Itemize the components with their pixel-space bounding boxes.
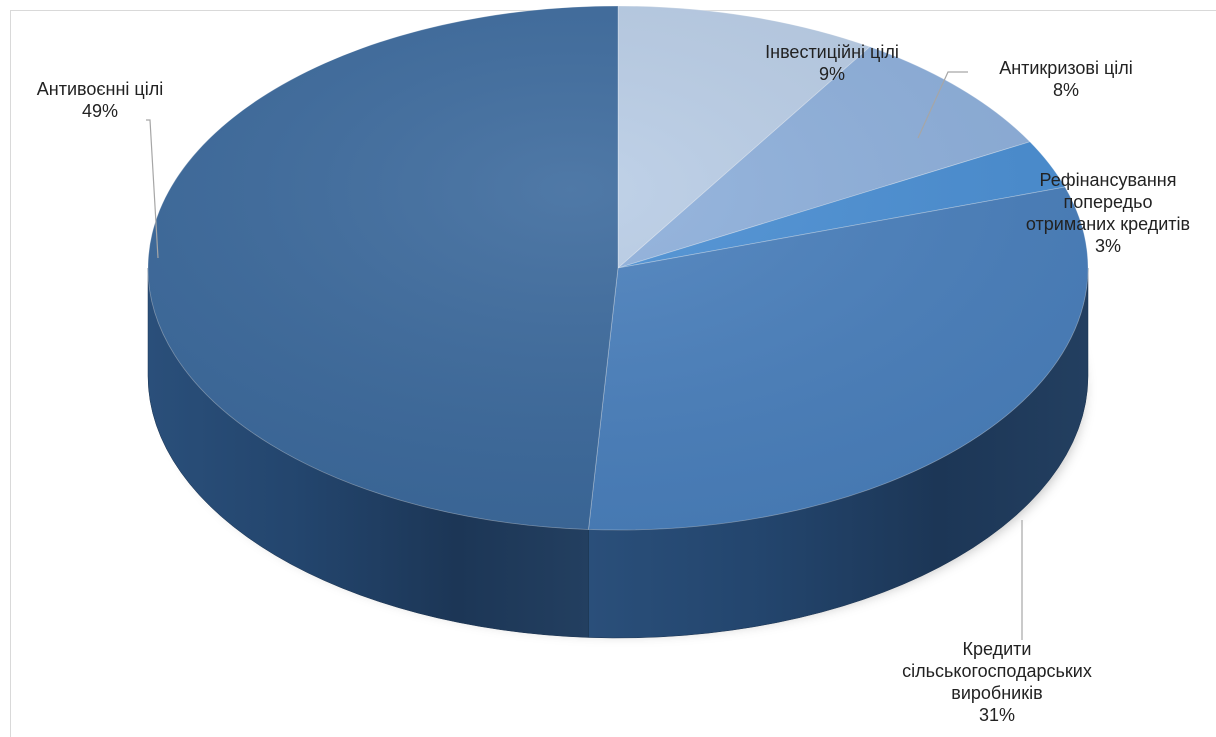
slice-value-2: 3%: [1095, 236, 1121, 256]
slice-name-line-0-0: Інвестиційні цілі: [765, 42, 899, 62]
slice-value-3: 31%: [979, 705, 1015, 725]
slice-name-line-3-0: Кредити: [963, 639, 1032, 659]
slice-value-4: 49%: [82, 101, 118, 121]
slice-name-line-3-2: виробників: [951, 683, 1042, 703]
slice-label-0: Інвестиційні цілі 9%: [765, 42, 899, 84]
slice-name-line-1-0: Антикризові цілі: [999, 58, 1133, 78]
slice-name-line-2-1: попередьо: [1063, 192, 1152, 212]
slice-name-line-4-0: Антивоєнні цілі: [37, 79, 164, 99]
leader-line-4: [146, 119, 159, 259]
slice-name-line-3-1: сільськогосподарських: [902, 661, 1092, 681]
slice-name-line-2-2: отриманих кредитів: [1026, 214, 1190, 234]
leader-line-1: [917, 71, 968, 139]
slice-label-1: Антикризові цілі 8%: [999, 58, 1133, 100]
slice-label-3: Кредити сільськогосподарських виробників 31…: [902, 639, 1092, 725]
slice-value-0: 9%: [819, 64, 845, 84]
slice-value-1: 8%: [1053, 80, 1079, 100]
pie-top-shade: [148, 6, 1088, 530]
slice-label-2: Рефінансування попередьо отриманих кредиті…: [1026, 170, 1190, 256]
slice-name-line-2-0: Рефінансування: [1040, 170, 1177, 190]
slice-label-4: Антивоєнні цілі 49%: [37, 79, 164, 121]
